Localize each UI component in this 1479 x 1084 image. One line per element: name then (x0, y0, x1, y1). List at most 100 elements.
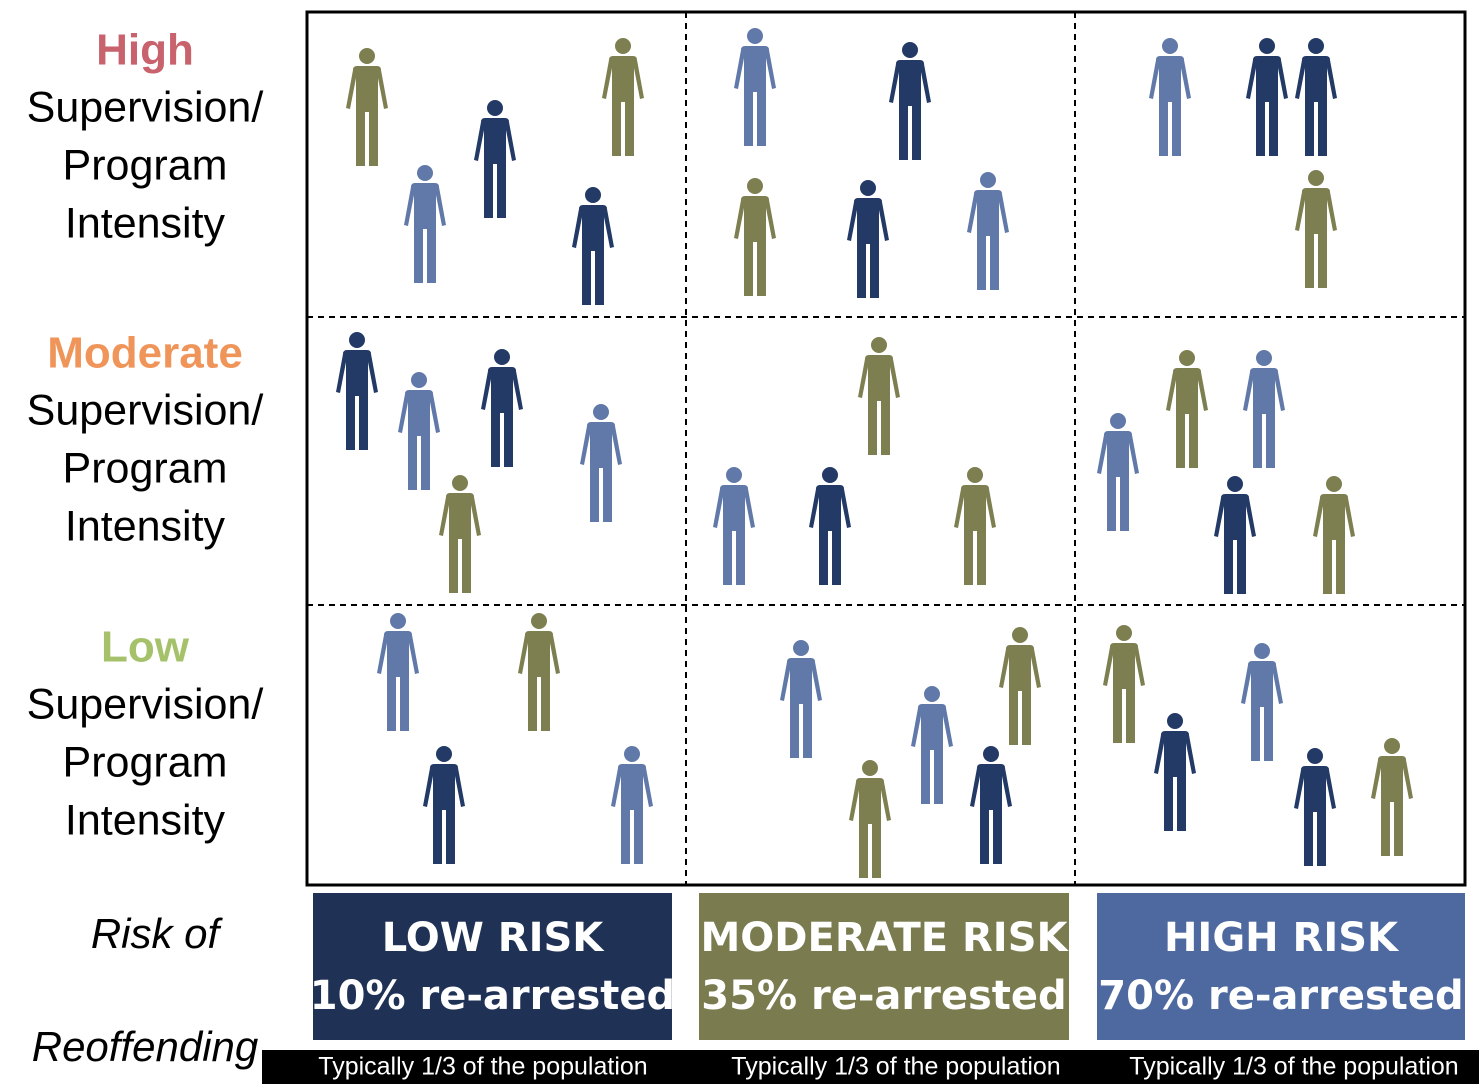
person (336, 332, 378, 450)
person-leg (427, 227, 436, 283)
person-body (439, 493, 481, 539)
person-leg (832, 529, 841, 585)
person-body (518, 631, 560, 677)
person-head (349, 332, 365, 348)
row-level: High (96, 26, 194, 75)
figures (336, 28, 1413, 878)
person (1241, 643, 1283, 761)
person (518, 613, 560, 731)
person-body (970, 764, 1012, 810)
row-label: Program (63, 141, 228, 189)
person-leg (356, 110, 365, 166)
person-leg (803, 702, 812, 758)
person-leg (414, 227, 423, 283)
person-leg (1237, 538, 1246, 594)
person-head (487, 100, 503, 116)
row-level: Low (101, 623, 190, 672)
person-leg (736, 529, 745, 585)
person (404, 165, 446, 283)
person-body (1103, 643, 1145, 689)
person-body (474, 118, 516, 164)
person-body (404, 183, 446, 229)
person-body (602, 56, 644, 102)
person (1295, 170, 1337, 288)
person-leg (1120, 475, 1129, 531)
person-leg (1256, 100, 1265, 156)
person-head (862, 760, 878, 776)
person-leg (387, 675, 396, 731)
person (889, 42, 931, 160)
person-head (726, 467, 742, 483)
person-leg (744, 90, 753, 146)
person-leg (980, 808, 989, 864)
person-leg (1177, 775, 1186, 831)
person-head (359, 48, 375, 64)
person-head (1110, 413, 1126, 429)
person-leg (819, 529, 828, 585)
person-body (611, 764, 653, 810)
person-leg (1164, 775, 1173, 831)
person-body (911, 704, 953, 750)
person-head (1384, 738, 1400, 754)
person-body (847, 198, 889, 244)
person-body (336, 350, 378, 396)
person-leg (934, 748, 943, 804)
person-body (377, 631, 419, 677)
person-leg (872, 822, 881, 878)
person (377, 613, 419, 731)
person (713, 467, 755, 585)
person-head (1167, 713, 1183, 729)
person (1295, 38, 1337, 156)
person-leg (621, 808, 630, 864)
person (1166, 350, 1208, 468)
person-body (849, 778, 891, 824)
person-leg (1251, 705, 1260, 761)
grid-frame (305, 10, 1467, 887)
person-head (411, 372, 427, 388)
person-body (809, 485, 851, 531)
person-body (734, 196, 776, 242)
person-body (1166, 368, 1208, 414)
person (734, 28, 776, 146)
person-leg (1253, 412, 1262, 468)
row-label: Supervision/ (27, 386, 264, 434)
risk-box (313, 893, 672, 1040)
person (780, 640, 822, 758)
person-head (624, 746, 640, 762)
person (1097, 413, 1139, 531)
person-body (1097, 431, 1139, 477)
row-label: Supervision/ (27, 680, 264, 728)
person-leg (497, 162, 506, 218)
person-leg (595, 249, 604, 305)
person-leg (912, 104, 921, 160)
row-label: Supervision/ (27, 83, 264, 131)
person-body (999, 645, 1041, 691)
person-leg (1172, 100, 1181, 156)
person-leg (1305, 232, 1314, 288)
person-leg (541, 675, 550, 731)
person-leg (790, 702, 799, 758)
person-leg (625, 100, 634, 156)
person (1371, 738, 1413, 856)
person-body (346, 66, 388, 112)
person (423, 746, 465, 864)
person-body (967, 190, 1009, 236)
person-leg (757, 240, 766, 296)
person-leg (859, 822, 868, 878)
person-head (1179, 350, 1195, 366)
person (999, 627, 1041, 745)
person-leg (899, 104, 908, 160)
person-leg (590, 466, 599, 522)
person-leg (870, 242, 879, 298)
person-head (436, 746, 452, 762)
row-label: Intensity (65, 199, 226, 247)
person (1246, 38, 1288, 156)
axis-label: Risk of (91, 910, 224, 957)
row-label: Intensity (65, 502, 226, 550)
person-leg (346, 394, 355, 450)
person-leg (1189, 412, 1198, 468)
person-leg (1269, 100, 1278, 156)
person-body (580, 422, 622, 468)
person (481, 349, 523, 467)
person-head (1326, 476, 1342, 492)
